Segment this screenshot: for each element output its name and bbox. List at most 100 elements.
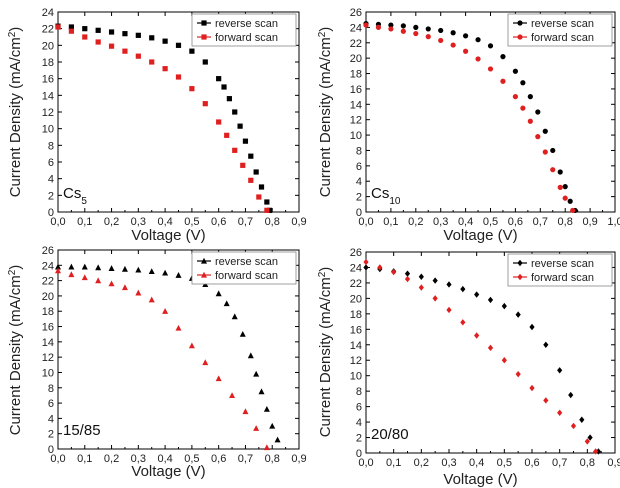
data-point xyxy=(400,23,406,29)
data-point xyxy=(520,105,526,111)
data-point xyxy=(226,96,232,102)
data-point xyxy=(529,323,535,331)
data-point xyxy=(363,258,369,266)
legend-marker xyxy=(201,271,207,278)
data-point xyxy=(587,434,593,441)
data-point xyxy=(240,162,246,168)
y-tick-label: 20 xyxy=(350,53,362,65)
data-point xyxy=(239,330,246,337)
data-point xyxy=(95,39,101,45)
data-point xyxy=(487,296,494,304)
y-tick-label: 6 xyxy=(356,402,362,414)
data-point xyxy=(253,425,260,431)
data-point xyxy=(568,391,574,399)
data-point xyxy=(391,268,397,276)
data-point xyxy=(229,392,236,399)
data-point xyxy=(68,271,75,278)
data-point xyxy=(438,37,444,44)
legend-entry: forward scan xyxy=(215,270,278,282)
y-axis-label: Current Density (mA/cm2) xyxy=(317,27,335,198)
y-tick-label: 22 xyxy=(350,38,362,50)
data-point xyxy=(108,43,115,49)
x-tick-label: 0,1 xyxy=(77,453,92,465)
data-point xyxy=(557,409,563,416)
series-reverse-scan xyxy=(55,23,273,213)
data-point xyxy=(121,284,128,291)
x-tick-label: 0,2 xyxy=(104,453,119,465)
y-tick-label: 24 xyxy=(350,262,362,274)
data-point xyxy=(162,308,169,314)
data-point xyxy=(388,22,394,28)
y-tick-label: 20 xyxy=(42,40,54,52)
data-point xyxy=(446,306,452,314)
data-point xyxy=(460,285,466,293)
y-tick-label: 20 xyxy=(350,293,362,305)
y-tick-label: 18 xyxy=(42,57,54,69)
data-point xyxy=(216,76,222,82)
data-point xyxy=(68,24,74,30)
legend-marker xyxy=(201,34,207,40)
data-point xyxy=(175,272,182,278)
y-tick-label: 0 xyxy=(356,448,362,460)
x-tick-label: 0,0 xyxy=(50,216,65,228)
data-point xyxy=(242,138,249,144)
legend-entry: forward scan xyxy=(531,32,594,44)
data-point xyxy=(68,28,74,34)
legend-entry: reverse scan xyxy=(215,18,278,30)
x-tick-label: 0,9 xyxy=(607,457,620,469)
data-point xyxy=(175,42,182,48)
data-point xyxy=(474,332,480,339)
y-tick-label: 12 xyxy=(42,352,54,364)
chart-panel-3: 0,0 0,1 0,2 0,3 0,4 0,5 0,6 0,7 0,8 0,90246810121… xyxy=(7,245,307,480)
legend-box xyxy=(507,253,613,287)
data-point xyxy=(501,357,507,364)
data-point xyxy=(570,422,577,430)
x-axis-label: Voltage (V) xyxy=(443,227,517,244)
y-tick-label: 0 xyxy=(48,444,54,456)
data-point xyxy=(232,147,238,153)
data-point xyxy=(149,59,155,65)
x-tick-label: 0,5 xyxy=(483,216,498,228)
data-point xyxy=(557,169,563,175)
data-point xyxy=(162,269,169,276)
data-point xyxy=(231,313,238,320)
y-axis-label: Current Density (mA/cm2) xyxy=(317,267,335,438)
y-tick-label: 14 xyxy=(42,337,54,349)
x-tick-label: 0,6 xyxy=(508,216,523,228)
data-point xyxy=(95,264,102,271)
y-tick-label: 16 xyxy=(42,74,54,86)
x-axis-label: Voltage (V) xyxy=(131,463,205,480)
y-tick-label: 14 xyxy=(350,340,362,352)
data-point xyxy=(258,388,265,395)
y-tick-label: 12 xyxy=(42,107,54,119)
data-point xyxy=(535,134,541,140)
data-point xyxy=(68,263,75,270)
data-point xyxy=(189,86,195,92)
data-point xyxy=(579,416,585,423)
x-tick-label: 0,2 xyxy=(104,216,119,228)
data-point xyxy=(95,277,102,284)
data-point xyxy=(550,147,556,154)
y-tick-label: 20 xyxy=(42,291,54,303)
data-point xyxy=(221,84,227,90)
x-tick-label: 0,7 xyxy=(552,457,567,469)
legend-marker xyxy=(517,273,523,281)
data-point xyxy=(425,26,431,32)
panel-label: 15/85 xyxy=(63,422,101,439)
x-axis-label: Voltage (V) xyxy=(131,227,205,244)
x-tick-label: 0,0 xyxy=(358,457,373,469)
data-point xyxy=(425,34,431,40)
x-tick-label: 0,6 xyxy=(211,453,226,465)
data-point xyxy=(475,56,481,62)
data-point xyxy=(512,68,519,74)
data-point xyxy=(148,296,155,303)
x-tick-label: 0,9 xyxy=(291,453,306,465)
y-tick-label: 10 xyxy=(42,367,54,379)
data-point xyxy=(263,444,270,451)
y-tick-label: 6 xyxy=(48,157,54,169)
x-tick-label: 0,4 xyxy=(157,216,172,228)
legend: reverse scan forward scan xyxy=(191,251,297,285)
data-point xyxy=(363,22,369,28)
series-forward-scan xyxy=(55,267,270,451)
x-tick-label: 0,3 xyxy=(131,453,146,465)
